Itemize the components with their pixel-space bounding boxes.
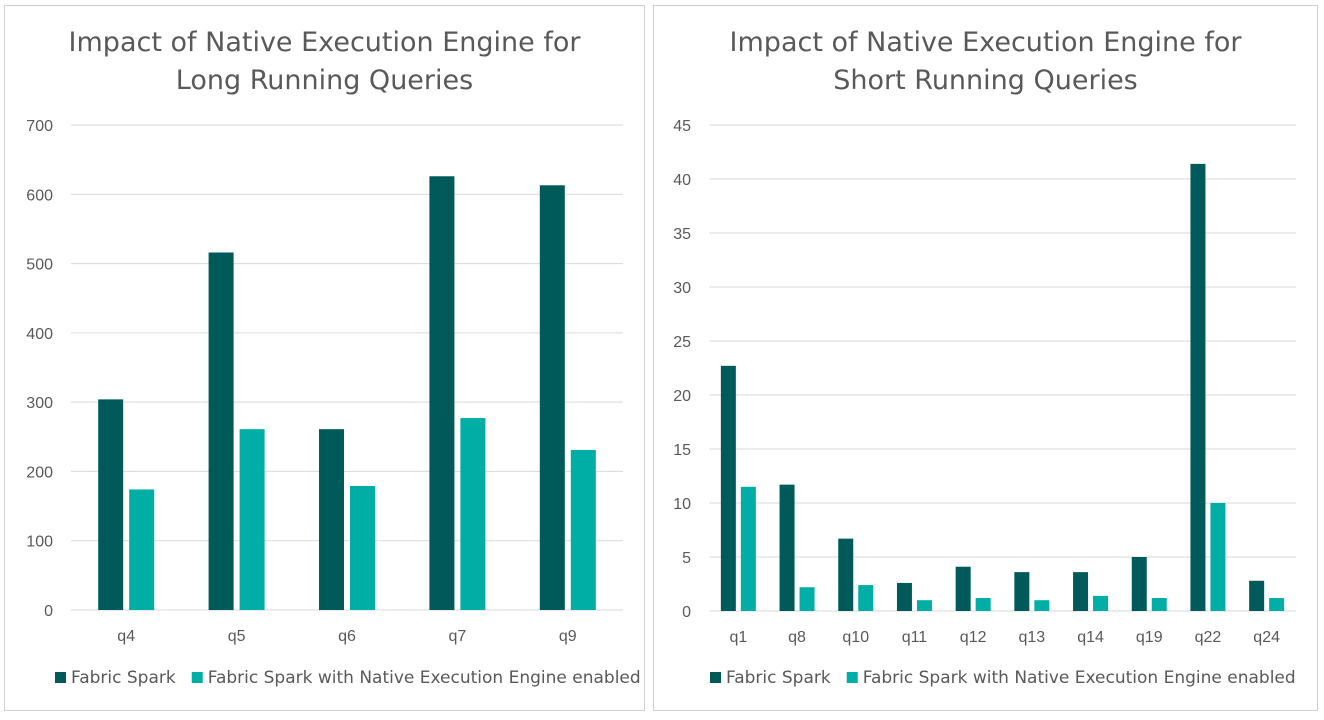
x-tick-label: q24	[1253, 629, 1280, 646]
y-tick-label: 500	[26, 257, 53, 274]
bar-fabric-spark-native	[1151, 598, 1167, 611]
y-tick-label: 40	[673, 172, 691, 189]
legend-label: Fabric Spark with Native Execution Engin…	[863, 668, 1296, 688]
y-tick-label: 5	[682, 550, 691, 567]
y-tick-label: 0	[44, 603, 53, 620]
chart-title-line-1: Impact of Native Execution Engine for	[729, 27, 1242, 58]
y-tick-label: 20	[673, 388, 691, 405]
bar-fabric-spark-native	[1093, 595, 1109, 611]
bar-fabric-spark-native	[1210, 503, 1226, 611]
y-tick-label: 200	[26, 464, 53, 481]
chart-title-line-1: Impact of Native Execution Engine for	[68, 27, 581, 58]
bar-fabric-spark	[896, 582, 912, 611]
y-tick-label: 600	[26, 187, 53, 204]
y-tick-label: 30	[673, 280, 691, 297]
y-tick-label: 15	[673, 442, 691, 459]
bar-fabric-spark	[1190, 163, 1206, 611]
x-tick-label: q22	[1195, 629, 1222, 646]
bar-fabric-spark-native	[916, 600, 932, 611]
y-tick-label: 400	[26, 326, 53, 343]
bar-fabric-spark-native	[975, 598, 991, 611]
y-tick-label: 100	[26, 534, 53, 551]
bar-fabric-spark-native	[460, 418, 486, 610]
bar-fabric-spark	[539, 185, 565, 610]
bar-fabric-spark-native	[570, 449, 596, 610]
bar-fabric-spark	[838, 538, 854, 611]
y-tick-label: 0	[682, 604, 691, 621]
chart-title: Impact of Native Execution Engine for Sh…	[654, 24, 1317, 100]
bar-fabric-spark	[1131, 557, 1147, 611]
bar-fabric-spark-native	[239, 429, 265, 610]
x-tick-label: q4	[117, 628, 135, 645]
x-tick-label: q1	[729, 629, 747, 646]
x-tick-label: q14	[1077, 629, 1104, 646]
y-tick-label: 25	[673, 334, 691, 351]
long-running-chart-panel: Impact of Native Execution Engine for Lo…	[4, 5, 645, 711]
x-tick-label: q9	[559, 628, 577, 645]
x-tick-label: q13	[1018, 629, 1045, 646]
y-tick-label: 700	[26, 118, 53, 135]
x-tick-label: q8	[788, 629, 806, 646]
y-tick-label: 35	[673, 226, 691, 243]
bar-fabric-spark	[779, 484, 795, 611]
bar-fabric-spark	[1073, 572, 1089, 611]
bar-fabric-spark	[1249, 580, 1265, 611]
legend-label: Fabric Spark with Native Execution Engin…	[208, 668, 641, 688]
legend-label: Fabric Spark	[71, 668, 176, 688]
legend-swatch	[191, 672, 203, 683]
legend-label: Fabric Spark	[726, 668, 831, 688]
x-tick-label: q19	[1136, 629, 1163, 646]
legend-swatch	[846, 672, 858, 683]
bar-fabric-spark-native	[858, 585, 874, 611]
x-tick-label: q5	[228, 628, 246, 645]
x-tick-label: q11	[902, 629, 928, 646]
bar-fabric-spark	[1014, 572, 1030, 611]
y-tick-label: 10	[673, 496, 691, 513]
x-tick-label: q7	[449, 628, 467, 645]
chart-title-line-2: Short Running Queries	[833, 65, 1138, 96]
x-tick-label: q10	[842, 629, 869, 646]
long-running-bar-chart: 0 100 200 300 400 500 600 700 q4 q5 q6 q7 q9 Fabric S…	[26, 118, 641, 688]
bar-fabric-spark	[208, 252, 234, 610]
bar-fabric-spark	[319, 429, 344, 610]
bar-fabric-spark	[955, 566, 971, 611]
legend-swatch	[710, 672, 721, 683]
legend-swatch	[55, 672, 66, 683]
bar-fabric-spark-native	[799, 587, 815, 611]
bar-fabric-spark-native	[1269, 598, 1285, 611]
bar-fabric-spark-native	[1034, 600, 1050, 611]
x-tick-label: q6	[338, 628, 356, 645]
bar-fabric-spark	[720, 365, 736, 611]
chart-title: Impact of Native Execution Engine for Lo…	[5, 24, 644, 100]
y-tick-label: 45	[673, 118, 691, 135]
short-running-bar-chart: 0 5 10 15 20 25 30 35 40 45 q1 q8 q10 q11 q12 q13 q14 q19…	[673, 118, 1296, 688]
bar-fabric-spark-native	[129, 489, 155, 610]
y-tick-label: 300	[26, 395, 53, 412]
x-tick-label: q12	[960, 629, 987, 646]
bar-fabric-spark-native	[350, 485, 375, 610]
bar-fabric-spark	[98, 399, 124, 610]
short-running-chart-panel: Impact of Native Execution Engine for Sh…	[653, 5, 1318, 711]
chart-title-line-2: Long Running Queries	[175, 65, 474, 96]
bar-fabric-spark	[429, 176, 455, 610]
bar-fabric-spark-native	[740, 486, 756, 611]
